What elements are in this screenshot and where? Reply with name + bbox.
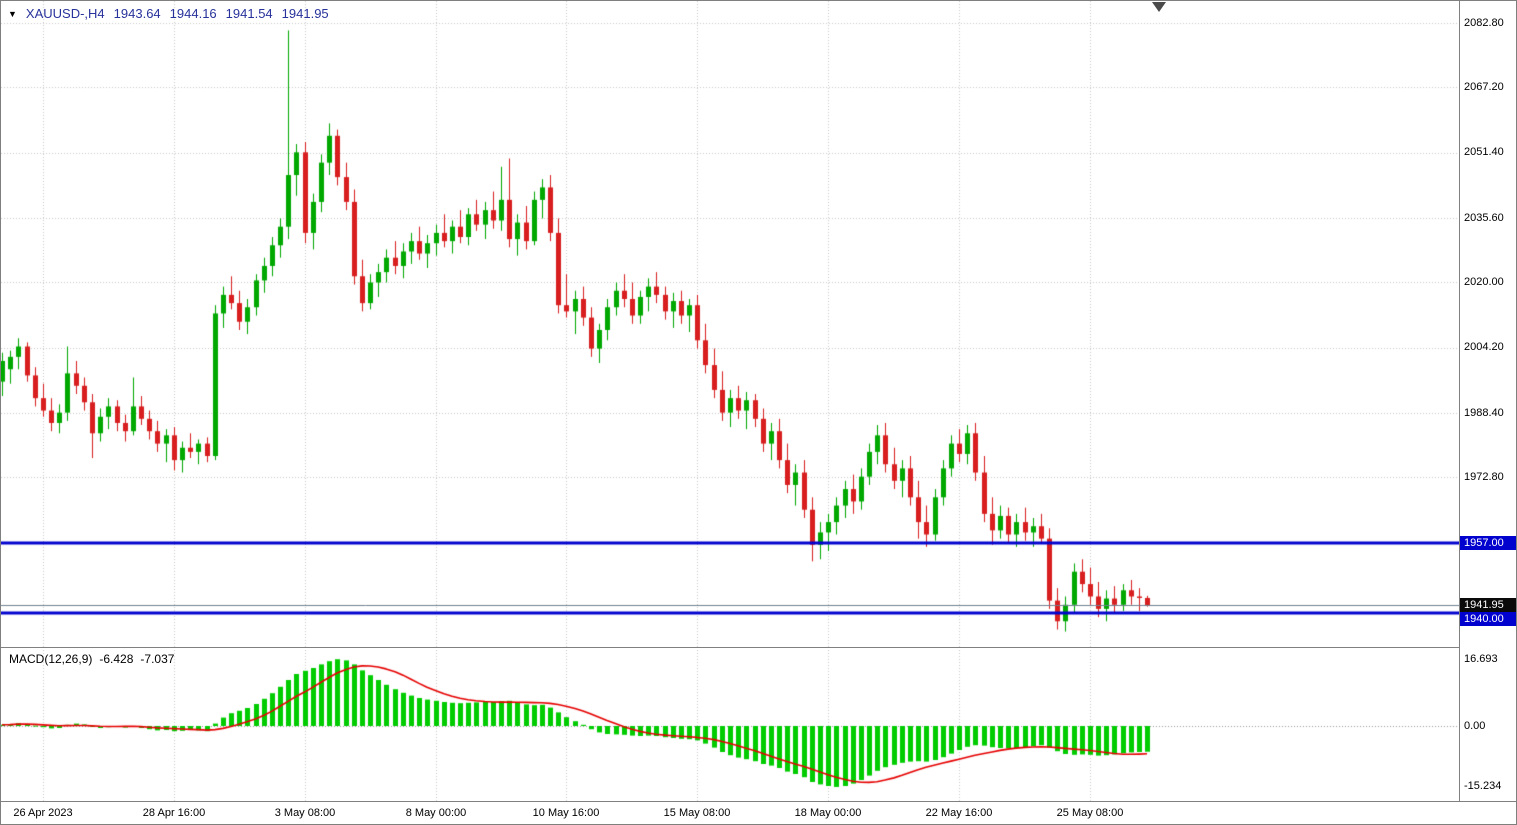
chart-menu-icon[interactable]: ▼ xyxy=(8,8,17,19)
time-axis-separator xyxy=(1,801,1516,802)
time-axis-label: 15 May 08:00 xyxy=(663,807,731,819)
price-axis[interactable]: 2082.80 2067.20 2051.40 2035.60 2020.00 2004.… xyxy=(1459,1,1516,801)
pane-separator xyxy=(1,647,1516,648)
price-axis-label: 1972.80 xyxy=(1464,470,1504,483)
level-price-badge: 1957.00 xyxy=(1460,535,1516,550)
time-axis-label: 8 May 00:00 xyxy=(405,807,467,819)
macd-axis-label: -15.234 xyxy=(1464,780,1502,793)
price-axis-label: 1988.40 xyxy=(1464,406,1504,419)
price-axis-label: 2035.60 xyxy=(1464,211,1504,224)
price-axis-label: 2082.80 xyxy=(1464,16,1504,29)
macd-axis-label: 0.00 xyxy=(1464,719,1486,732)
time-axis-label: 22 May 16:00 xyxy=(925,807,993,819)
ohlc-high-value: 1944.16 xyxy=(169,6,217,21)
ohlc-close-value: 1941.95 xyxy=(281,6,329,21)
macd-indicator-label: MACD(12,26,9) -6.428 -7.037 xyxy=(9,652,174,666)
time-axis-label: 3 May 08:00 xyxy=(274,807,336,819)
time-axis-label: 25 May 08:00 xyxy=(1056,807,1124,819)
bid-price-badge: 1941.95 xyxy=(1460,597,1516,612)
time-axis-label: 28 Apr 16:00 xyxy=(142,807,206,819)
chart-ohlc-header: ▼ XAUUSD-,H4 1943.64 1944.16 1941.54 194… xyxy=(8,6,329,21)
macd-signal-value: -7.037 xyxy=(140,652,175,666)
time-axis-label: 10 May 16:00 xyxy=(532,807,600,819)
price-axis-label: 2020.00 xyxy=(1464,275,1504,288)
macd-main-value: -6.428 xyxy=(99,652,134,666)
time-axis[interactable]: 26 Apr 2023 28 Apr 16:00 3 May 08:00 8 May … xyxy=(1,802,1459,824)
price-axis-label: 2004.20 xyxy=(1464,341,1504,354)
price-axis-label: 2051.40 xyxy=(1464,146,1504,159)
price-chart-canvas[interactable] xyxy=(1,1,1459,647)
time-axis-label: 18 May 00:00 xyxy=(794,807,862,819)
level-price-badge: 1940.00 xyxy=(1460,611,1516,626)
time-axis-label: 26 Apr 2023 xyxy=(13,807,73,819)
chart-shift-icon[interactable] xyxy=(1152,2,1166,12)
ohlc-low-value: 1941.54 xyxy=(225,6,273,21)
macd-chart-canvas[interactable] xyxy=(1,650,1459,802)
macd-name-label: MACD(12,26,9) xyxy=(9,652,93,666)
price-axis-label: 2067.20 xyxy=(1464,80,1504,93)
macd-axis-label: 16.693 xyxy=(1464,652,1498,665)
symbol-period-label: XAUUSD-,H4 xyxy=(25,6,105,21)
ohlc-open-value: 1943.64 xyxy=(113,6,161,21)
